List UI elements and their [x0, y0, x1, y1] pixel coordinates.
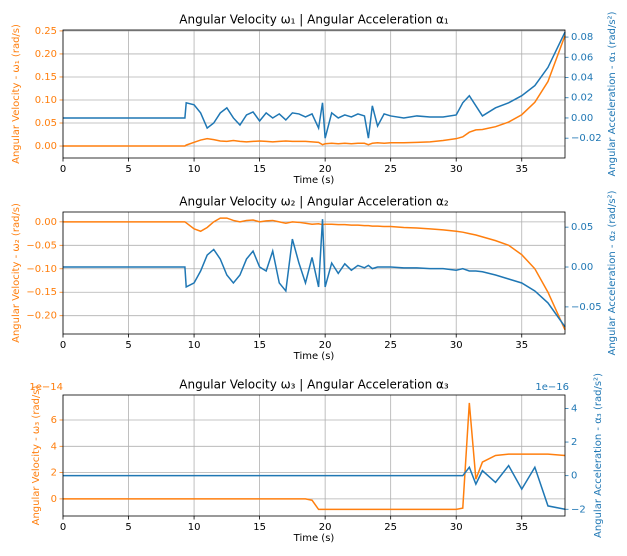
- x-tick-label: 20: [319, 522, 332, 533]
- data-line: [63, 217, 566, 331]
- y2-axis-label: Angular Acceleration - α₂ (rad/s²): [607, 190, 618, 355]
- x-tick-label: 5: [125, 164, 131, 175]
- x-tick-label: 15: [253, 522, 266, 533]
- x-tick-label: 10: [188, 522, 201, 533]
- y-tick-label: 0.25: [35, 26, 57, 37]
- y-tick-label: 4: [51, 441, 57, 452]
- y2-axis-label: Angular Acceleration - α₁ (rad/s²): [607, 11, 618, 176]
- y2-tick-label: 0.04: [571, 73, 593, 84]
- x-tick-label: 35: [515, 522, 528, 533]
- x-axis-label: Time (s): [293, 533, 335, 544]
- data-line: [63, 402, 566, 511]
- x-tick-label: 30: [450, 522, 463, 533]
- y-tick-label: −0.05: [26, 240, 57, 251]
- x-tick-label: 25: [384, 522, 397, 533]
- x-tick-label: 20: [319, 340, 332, 351]
- x-axis-label: Time (s): [293, 351, 335, 362]
- y-tick-label: 0.15: [35, 72, 57, 83]
- y-axis-label: Angular Velocity - ω₁ (rad/s): [11, 24, 22, 164]
- y-tick-label: 0.10: [35, 95, 57, 106]
- chart-title: Angular Velocity ω₃ | Angular Accelerati…: [179, 378, 449, 392]
- y-offset-label: 1e−14: [29, 382, 63, 393]
- y-tick-label: 0.05: [35, 118, 57, 129]
- y2-tick-label: 0.00: [571, 262, 593, 273]
- axes-frame: [62, 394, 566, 517]
- x-tick-label: 15: [253, 164, 266, 175]
- y2-tick-label: 0: [571, 471, 577, 482]
- x-tick-label: 15: [253, 340, 266, 351]
- y2-tick-label: 2: [571, 437, 577, 448]
- y-tick-label: −0.10: [26, 264, 57, 275]
- x-tick-label: 35: [515, 164, 528, 175]
- y-axis-label: Angular Velocity - ω₂ (rad/s): [11, 203, 22, 343]
- y2-tick-label: 4: [571, 403, 577, 414]
- x-tick-label: 30: [450, 164, 463, 175]
- y-axis-label: Angular Velocity - ω₃ (rad/s): [31, 386, 42, 526]
- y-tick-label: −0.20: [26, 311, 57, 322]
- chart-title: Angular Velocity ω₁ | Angular Accelerati…: [179, 13, 449, 27]
- x-tick-label: 30: [450, 340, 463, 351]
- y-tick-label: 0.20: [35, 49, 57, 60]
- x-tick-label: 5: [125, 522, 131, 533]
- axes-frame: [62, 211, 566, 335]
- y-tick-label: 6: [51, 415, 57, 426]
- y2-tick-label: −0.05: [571, 302, 602, 313]
- data-line: [63, 219, 566, 328]
- x-tick-label: 0: [60, 164, 66, 175]
- y-tick-label: −0.15: [26, 287, 57, 298]
- y2-tick-label: 0.02: [571, 93, 593, 104]
- y2-axis-label: Angular Acceleration - α₃ (rad/s²): [593, 373, 604, 538]
- x-tick-label: 25: [384, 340, 397, 351]
- x-axis-label: Time (s): [293, 175, 335, 186]
- data-line: [63, 35, 566, 147]
- y2-tick-label: 0.08: [571, 32, 593, 43]
- x-tick-label: 35: [515, 340, 528, 351]
- y2-tick-label: −0.02: [571, 133, 602, 144]
- y2-tick-label: 0.00: [571, 113, 593, 124]
- x-tick-label: 25: [384, 164, 397, 175]
- data-line: [63, 31, 566, 139]
- y2-tick-label: 0.06: [571, 52, 593, 63]
- chart-title: Angular Velocity ω₂ | Angular Accelerati…: [179, 195, 449, 209]
- x-tick-label: 0: [60, 522, 66, 533]
- x-tick-label: 5: [125, 340, 131, 351]
- y-tick-label: 0.00: [35, 217, 57, 228]
- x-tick-label: 0: [60, 340, 66, 351]
- y-tick-label: 0.00: [35, 141, 57, 152]
- y-tick-label: 2: [51, 468, 57, 479]
- y2-tick-label: 0.05: [571, 222, 593, 233]
- x-tick-label: 10: [188, 340, 201, 351]
- x-tick-label: 10: [188, 164, 201, 175]
- y2-offset-label: 1e−16: [535, 382, 569, 393]
- axes-frame: [62, 29, 566, 159]
- x-tick-label: 20: [319, 164, 332, 175]
- y2-tick-label: −2: [571, 504, 586, 515]
- y-tick-label: 0: [51, 494, 57, 505]
- data-line: [63, 464, 566, 511]
